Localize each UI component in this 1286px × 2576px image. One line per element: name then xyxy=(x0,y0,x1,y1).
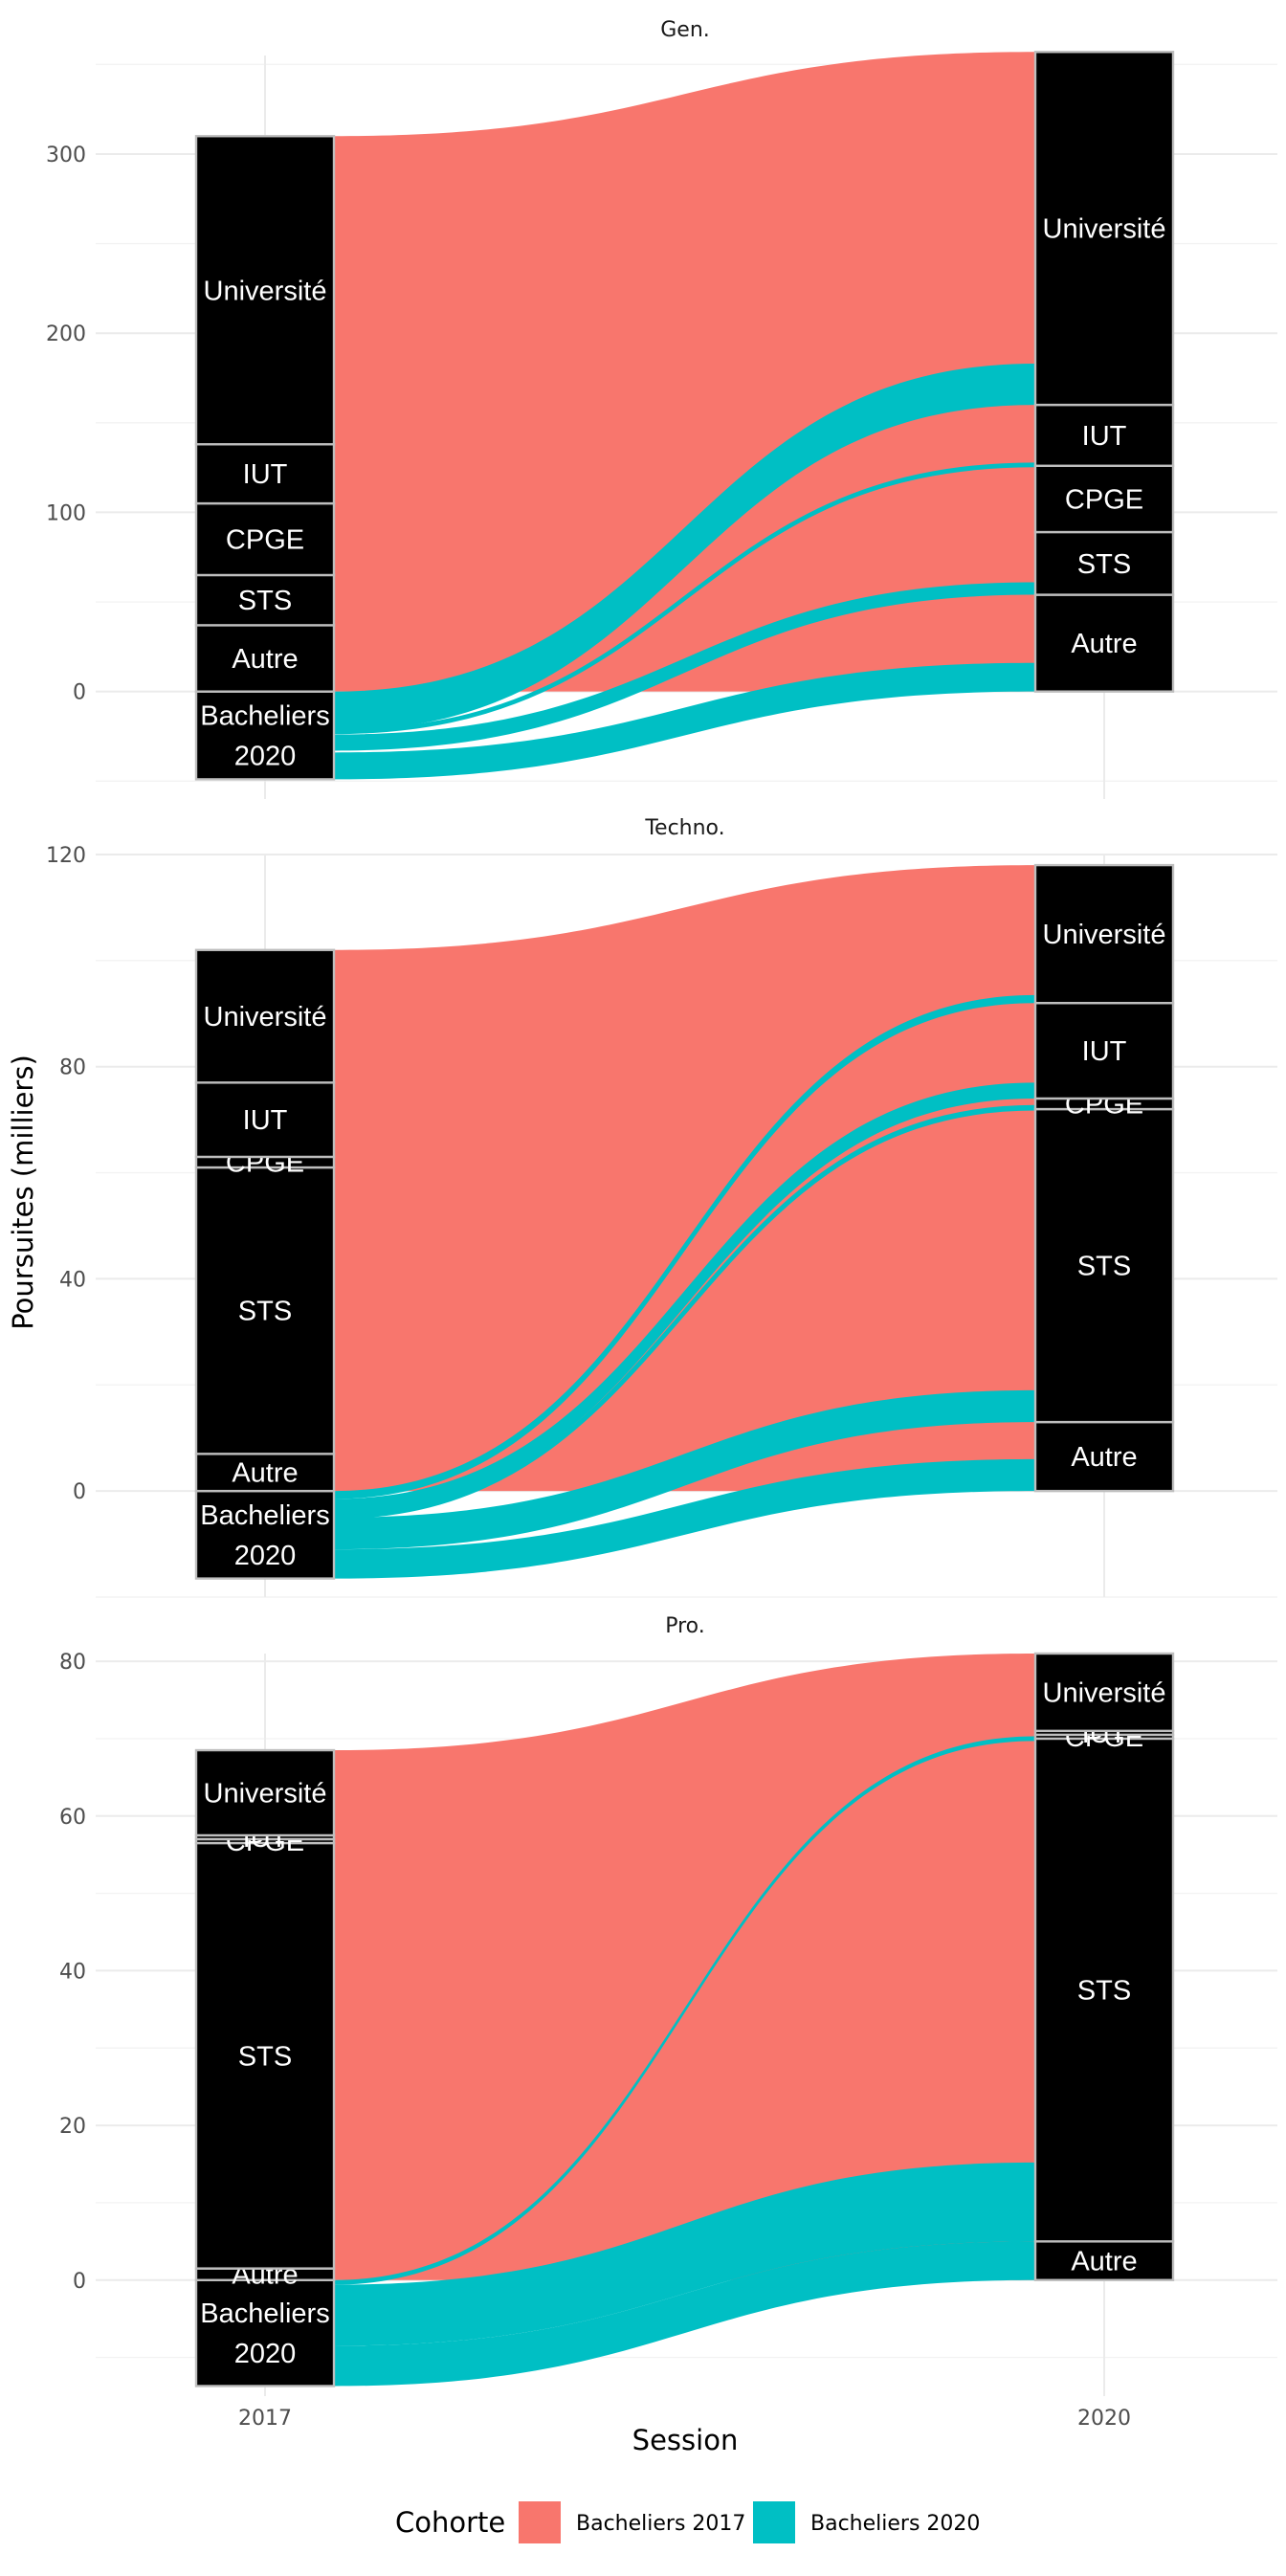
stratum-box xyxy=(194,1748,336,1837)
y-axis-title: Poursuites (milliers) xyxy=(7,1055,39,1330)
y-tick-label: 40 xyxy=(59,1960,86,1984)
stratum-label: Université xyxy=(1043,1677,1166,1708)
y-tick-label: 80 xyxy=(59,1056,86,1080)
stratum-label: Autre xyxy=(1071,2247,1137,2277)
panel-3: Pro.020406080Bacheliers2020AutreSTSCPGEI… xyxy=(59,1614,1277,2431)
stratum-box xyxy=(194,690,336,781)
legend-label: Bacheliers 2020 xyxy=(810,2512,980,2536)
stratum-box xyxy=(1033,863,1175,1005)
stratum-box xyxy=(194,624,336,693)
stratum-label: Université xyxy=(204,1779,327,1810)
y-tick-label: 60 xyxy=(59,1806,86,1830)
stratum-box xyxy=(1033,1652,1175,1733)
flow-bacheliers-2020 xyxy=(334,1736,1035,2285)
flow-bacheliers-2020 xyxy=(334,364,1035,731)
flow-bacheliers-2017 xyxy=(334,1654,1035,2280)
legend-swatch xyxy=(519,2501,561,2543)
stratum-label: CPGE xyxy=(226,525,304,556)
stratum-label: STS xyxy=(1077,1252,1131,1282)
panel-1: Gen. 0 100 200 300 Bacheliers 2020 Autre STS CPGE… xyxy=(46,18,1277,799)
stratum-label: IUT xyxy=(1082,1036,1127,1067)
stratum-label: 2020 xyxy=(234,742,297,772)
stratum-label: STS xyxy=(238,2041,292,2072)
legend: Cohorte Bacheliers 2017 Bacheliers 2020 xyxy=(395,2501,980,2543)
stratum-box xyxy=(194,501,336,577)
stratum-label: Autre xyxy=(232,644,298,675)
stratum-label: IUT xyxy=(243,459,288,490)
y-tick-label: 0 xyxy=(73,2270,86,2294)
stratum-label: STS xyxy=(238,1297,292,1327)
y-tick-label: 120 xyxy=(46,844,86,868)
stratum-box xyxy=(194,1489,336,1580)
x-tick-label: 2017 xyxy=(238,2407,292,2431)
flow-bacheliers-2020 xyxy=(334,662,1035,780)
stratum-label: IUT xyxy=(1082,421,1127,452)
y-tick-label: 80 xyxy=(59,1651,86,1675)
stratum-label: Université xyxy=(204,1002,327,1033)
stratum-box xyxy=(1033,403,1175,467)
flow-bacheliers-2020 xyxy=(334,1082,1035,1516)
stratum-label: STS xyxy=(1077,549,1131,580)
stratum-box xyxy=(194,948,336,1084)
panel-2: Techno.04080120Bacheliers2020AutreSTSCPG… xyxy=(46,816,1277,1598)
flow-bacheliers-2020 xyxy=(334,2241,1035,2387)
flow-bacheliers-2020 xyxy=(334,582,1035,751)
y-tick-label: 0 xyxy=(73,1480,86,1504)
panel-title: Gen. xyxy=(660,18,710,42)
chart-panels: Gen.0100200300Bacheliers2020AutreSTSCPGE… xyxy=(46,18,1277,2431)
stratum-label: Autre xyxy=(1071,1442,1137,1473)
stratum-label: IUT xyxy=(243,1105,288,1136)
panel-title: Techno. xyxy=(644,816,724,840)
stratum-box xyxy=(1033,530,1175,596)
panel-title: Pro. xyxy=(665,1614,705,1638)
stratum-label: Autre xyxy=(1071,629,1137,659)
stratum-label: STS xyxy=(238,586,292,616)
stratum-label: Autre xyxy=(232,1458,298,1489)
stratum-box xyxy=(1033,464,1175,534)
stratum-box xyxy=(1033,593,1175,693)
stratum-label: Université xyxy=(204,276,327,306)
flow-bacheliers-2017 xyxy=(334,52,1035,692)
stratum-box xyxy=(194,1166,336,1455)
stratum-label: Université xyxy=(1043,214,1166,245)
y-tick-label: 100 xyxy=(46,501,86,525)
legend-swatch xyxy=(753,2501,795,2543)
y-tick-label: 200 xyxy=(46,322,86,346)
stratum-label: Université xyxy=(1043,920,1166,950)
y-tick-label: 0 xyxy=(73,681,86,705)
flow-bacheliers-2020 xyxy=(334,994,1035,1499)
stratum-label: Bacheliers xyxy=(200,701,329,732)
stratum-label: Bacheliers xyxy=(200,2298,329,2329)
x-axis-title: Session xyxy=(632,2424,739,2456)
flow-bacheliers-2017 xyxy=(334,865,1035,1492)
stratum-box xyxy=(1033,1107,1175,1424)
y-tick-label: 40 xyxy=(59,1268,86,1292)
stratum-label: CPGE xyxy=(1065,484,1143,515)
stratum-label: 2020 xyxy=(234,2339,297,2369)
stratum-label: 2020 xyxy=(234,1541,297,1571)
flow-bacheliers-2020 xyxy=(334,1458,1035,1579)
legend-title: Cohorte xyxy=(395,2506,505,2539)
stratum-label: Bacheliers xyxy=(200,1500,329,1531)
stratum-box xyxy=(1033,2240,1175,2281)
stratum-label: STS xyxy=(1077,1976,1131,2007)
stratum-box xyxy=(1033,1420,1175,1493)
stratum-box xyxy=(194,573,336,627)
y-tick-label: 20 xyxy=(59,2115,86,2139)
y-tick-label: 300 xyxy=(46,144,86,167)
flow-bacheliers-2020 xyxy=(334,2162,1035,2346)
stratum-box xyxy=(194,2278,336,2387)
stratum-box xyxy=(194,1453,336,1493)
stratum-box xyxy=(194,1841,336,2270)
stratum-box xyxy=(194,135,336,446)
legend-label: Bacheliers 2017 xyxy=(576,2512,745,2536)
flow-bacheliers-2020 xyxy=(334,1389,1035,1550)
x-tick-label: 2020 xyxy=(1077,2407,1131,2431)
stratum-box xyxy=(1033,51,1175,407)
stratum-box xyxy=(194,443,336,505)
